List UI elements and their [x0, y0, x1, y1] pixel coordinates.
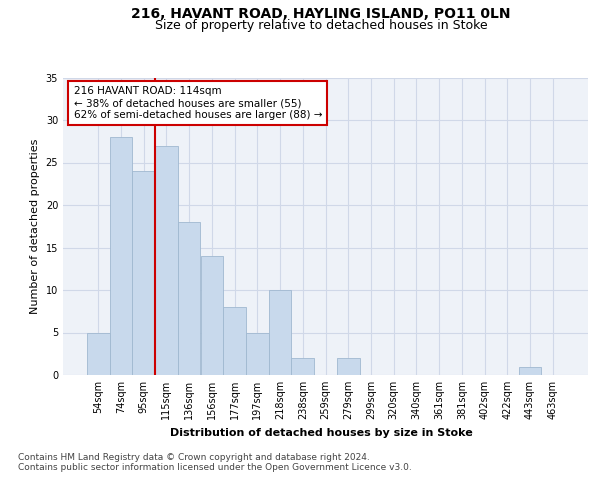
Bar — [178, 222, 200, 375]
Bar — [110, 137, 133, 375]
Text: 216, HAVANT ROAD, HAYLING ISLAND, PO11 0LN: 216, HAVANT ROAD, HAYLING ISLAND, PO11 0… — [131, 8, 511, 22]
Bar — [518, 366, 541, 375]
Text: Size of property relative to detached houses in Stoke: Size of property relative to detached ho… — [155, 19, 487, 32]
Text: Distribution of detached houses by size in Stoke: Distribution of detached houses by size … — [170, 428, 472, 438]
Bar — [87, 332, 110, 375]
Bar — [269, 290, 292, 375]
Text: Contains HM Land Registry data © Crown copyright and database right 2024.
Contai: Contains HM Land Registry data © Crown c… — [18, 452, 412, 472]
Bar — [200, 256, 223, 375]
Text: 216 HAVANT ROAD: 114sqm
← 38% of detached houses are smaller (55)
62% of semi-de: 216 HAVANT ROAD: 114sqm ← 38% of detache… — [74, 86, 322, 120]
Bar — [246, 332, 269, 375]
Bar — [223, 307, 246, 375]
Bar — [337, 358, 359, 375]
Bar — [292, 358, 314, 375]
Y-axis label: Number of detached properties: Number of detached properties — [30, 138, 40, 314]
Bar — [133, 171, 155, 375]
Bar — [155, 146, 178, 375]
